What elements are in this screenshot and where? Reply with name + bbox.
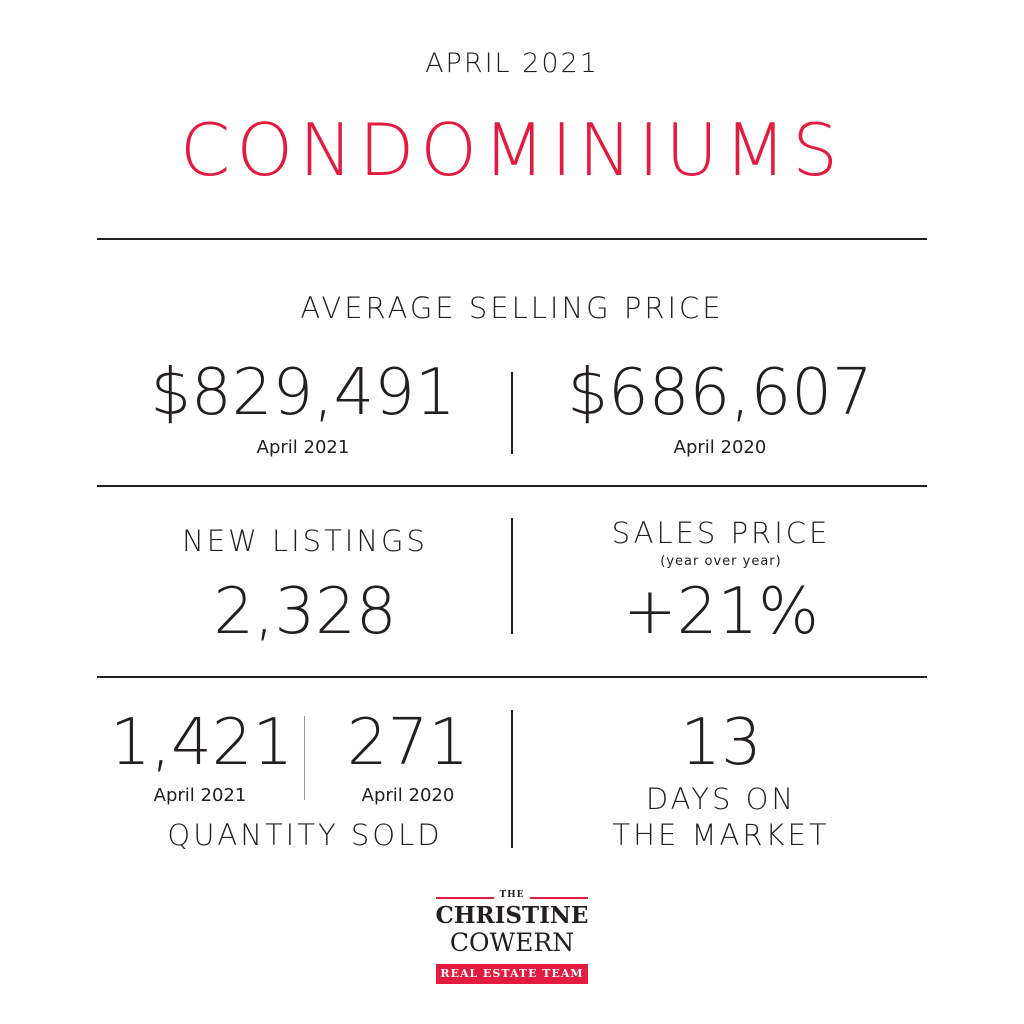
- new-listings-value: 2,328: [213, 575, 397, 649]
- days-on-market-label-line1: DAYS ON: [645, 782, 797, 816]
- quantity-sold-separator: [304, 716, 305, 800]
- avg-price-previous-value: $686,607: [567, 356, 873, 430]
- new-listings-label: NEW LISTINGS: [182, 524, 428, 558]
- bottom-section-separator: [511, 710, 513, 848]
- logo-left-rule: [436, 897, 494, 899]
- page-title: CONDOMINIUMS: [180, 108, 844, 192]
- days-on-market-label-line2: THE MARKET: [612, 818, 830, 852]
- quantity-sold-current-period: April 2021: [153, 785, 247, 806]
- sales-price-label: SALES PRICE: [611, 516, 831, 550]
- avg-price-current-value: $829,491: [150, 356, 456, 430]
- quantity-sold-previous-period: April 2020: [361, 785, 455, 806]
- avg-price-previous-period: April 2020: [673, 437, 767, 458]
- days-on-market-value: 13: [680, 706, 762, 780]
- avg-price-label: AVERAGE SELLING PRICE: [300, 291, 724, 325]
- avg-price-separator: [511, 372, 513, 454]
- avg-price-current-period: April 2021: [256, 437, 350, 458]
- report-month: APRIL 2021: [425, 48, 599, 79]
- divider-middle: [97, 485, 927, 487]
- logo-the-row: THE: [432, 890, 592, 904]
- logo-name-line1: CHRISTINE: [435, 902, 589, 929]
- quantity-sold-current-value: 1,421: [110, 706, 294, 780]
- sales-price-sublabel: (year over year): [660, 554, 782, 569]
- logo-tagline: REAL ESTATE TEAM: [436, 964, 588, 984]
- logo-name-line2: COWERN: [449, 928, 575, 957]
- divider-top: [97, 238, 927, 240]
- logo-the-text: THE: [499, 890, 525, 900]
- logo-right-rule: [530, 897, 588, 899]
- listings-separator: [511, 518, 513, 634]
- sales-price-change-value: +21%: [623, 575, 819, 649]
- quantity-sold-label: QUANTITY SOLD: [167, 818, 443, 852]
- quantity-sold-previous-value: 271: [346, 706, 470, 780]
- divider-bottom: [97, 676, 927, 678]
- brand-logo: THE CHRISTINE COWERN REAL ESTATE TEAM: [432, 890, 592, 990]
